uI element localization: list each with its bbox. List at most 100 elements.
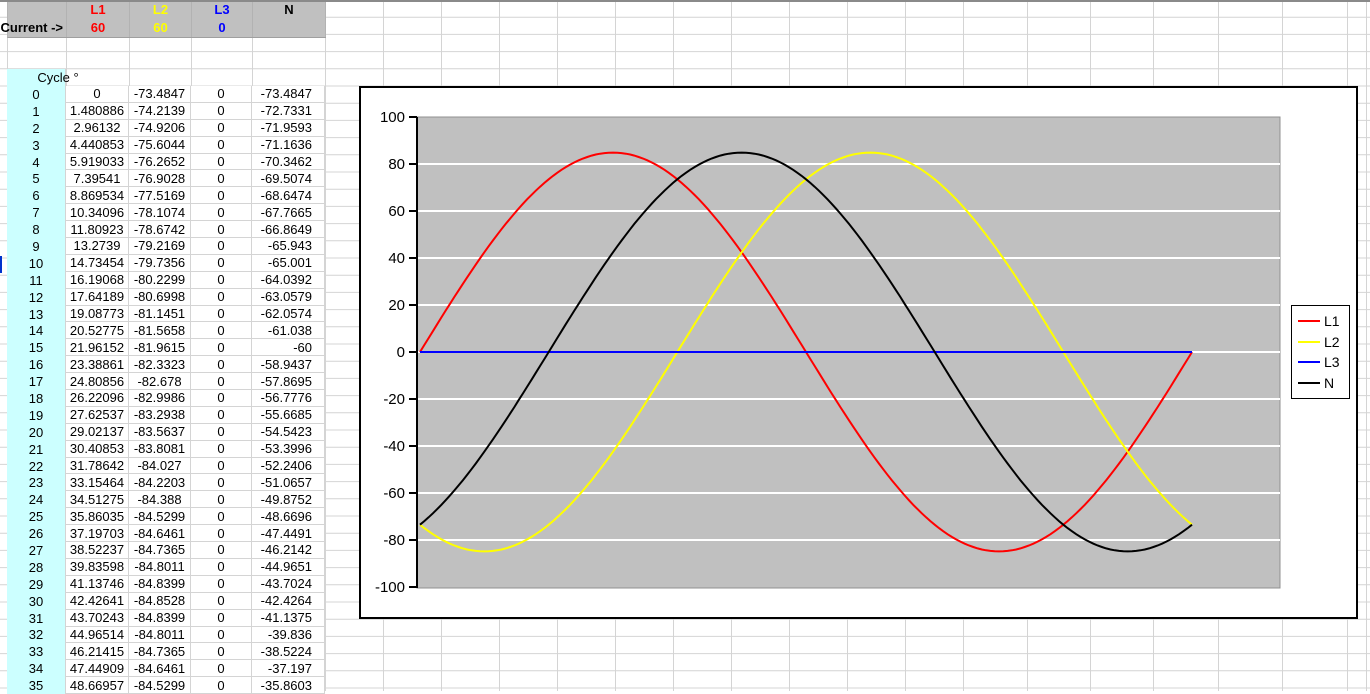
cell-n[interactable]: -63.0579 (252, 288, 325, 306)
cell-l1[interactable]: 8.869534 (66, 187, 129, 205)
cell-n[interactable]: -52.2406 (252, 457, 325, 475)
cell-n[interactable]: -39.836 (252, 626, 325, 644)
cell-n[interactable]: -71.9593 (252, 119, 325, 137)
legend-item-l3[interactable]: L3 (1298, 353, 1349, 371)
cell-l2[interactable]: -76.9028 (129, 170, 191, 188)
cell-cycle[interactable]: 26 (7, 525, 66, 543)
cell-l3[interactable]: 0 (191, 102, 252, 120)
cell-l2[interactable]: -77.5169 (129, 187, 191, 205)
cell-cycle[interactable]: 20 (7, 423, 66, 441)
cell-l3[interactable]: 0 (191, 305, 252, 323)
cell-l1[interactable]: 29.02137 (66, 423, 129, 441)
cell-cycle[interactable]: 18 (7, 390, 66, 407)
cell-l3[interactable]: 0 (191, 86, 252, 103)
cell-l1[interactable]: 24.80856 (66, 373, 129, 391)
cell-cycle[interactable]: 23 (7, 474, 66, 492)
cell-n[interactable]: -66.8649 (252, 221, 325, 239)
cell-cycle[interactable]: 5 (7, 170, 66, 188)
cell-l1[interactable]: 4.440853 (66, 136, 129, 154)
current-l1-value[interactable]: 60 (67, 18, 130, 37)
cell-cycle[interactable]: 32 (7, 626, 66, 644)
cell-l1[interactable]: 39.83598 (66, 558, 129, 576)
chart-legend[interactable]: L1 L2 L3 N (1291, 305, 1350, 399)
cell-l3[interactable]: 0 (191, 254, 252, 272)
cell-cycle[interactable]: 10 (7, 254, 66, 272)
cell-cycle[interactable]: 6 (7, 187, 66, 205)
cell-l2[interactable]: -79.7356 (129, 254, 191, 272)
cell-l1[interactable]: 47.44909 (66, 660, 129, 678)
cell-l1[interactable]: 48.66957 (66, 677, 129, 694)
cell-n[interactable]: -48.6696 (252, 508, 325, 526)
cell-l2[interactable]: -83.5637 (129, 423, 191, 441)
cell-l2[interactable]: -80.6998 (129, 288, 191, 306)
cell-cycle[interactable]: 14 (7, 322, 66, 340)
cell-cycle[interactable]: 7 (7, 204, 66, 222)
cell-l2[interactable]: -84.7365 (129, 542, 191, 559)
cell-l1[interactable]: 13.2739 (66, 238, 129, 255)
cell-cycle[interactable]: 22 (7, 457, 66, 475)
cell-l1[interactable]: 10.34096 (66, 204, 129, 222)
cell-n[interactable]: -49.8752 (252, 491, 325, 509)
waveform-chart[interactable]: 100 80 60 40 20 0 -20 -40 -60 -80 -100 L1 L2 L3 N (359, 86, 1358, 619)
cell-l1[interactable]: 30.40853 (66, 440, 129, 458)
current-l2-value[interactable]: 60 (130, 18, 192, 37)
cell-l2[interactable]: -82.678 (129, 373, 191, 391)
cell-l2[interactable]: -84.2203 (129, 474, 191, 492)
cell-l2[interactable]: -84.8011 (129, 626, 191, 644)
cell-l3[interactable]: 0 (191, 440, 252, 458)
cell-l3[interactable]: 0 (191, 457, 252, 475)
cell-cycle[interactable]: 2 (7, 119, 66, 137)
cell-l2[interactable]: -76.2652 (129, 153, 191, 171)
cell-n[interactable]: -71.1636 (252, 136, 325, 154)
cell-l1[interactable]: 19.08773 (66, 305, 129, 323)
cell-cycle[interactable]: 9 (7, 238, 66, 255)
cell-l3[interactable]: 0 (191, 558, 252, 576)
cell-n[interactable]: -43.7024 (252, 575, 325, 593)
cell-l1[interactable]: 5.919033 (66, 153, 129, 171)
cell-n[interactable]: -35.8603 (252, 677, 325, 694)
cell-n[interactable]: -64.0392 (252, 271, 325, 289)
cell-l3[interactable]: 0 (191, 187, 252, 205)
cell-cycle[interactable]: 1 (7, 102, 66, 120)
cell-l3[interactable]: 0 (191, 525, 252, 543)
cell-l3[interactable]: 0 (191, 423, 252, 441)
cell-l2[interactable]: -84.388 (129, 491, 191, 509)
cell-l3[interactable]: 0 (191, 322, 252, 340)
cell-l3[interactable]: 0 (191, 406, 252, 424)
cell-l3[interactable]: 0 (191, 643, 252, 661)
cell-l3[interactable]: 0 (191, 271, 252, 289)
cell-l1[interactable]: 34.51275 (66, 491, 129, 509)
cell-l3[interactable]: 0 (191, 238, 252, 255)
cell-l1[interactable]: 0 (66, 86, 129, 103)
cell-l1[interactable]: 26.22096 (66, 390, 129, 407)
cell-l1[interactable]: 7.39541 (66, 170, 129, 188)
cell-l3[interactable]: 0 (191, 390, 252, 407)
cell-n[interactable]: -62.0574 (252, 305, 325, 323)
cell-n[interactable]: -42.4264 (252, 592, 325, 610)
cell-cycle[interactable]: 8 (7, 221, 66, 239)
cell-n[interactable]: -41.1375 (252, 609, 325, 627)
cell-l1[interactable]: 44.96514 (66, 626, 129, 644)
cell-cycle[interactable]: 24 (7, 491, 66, 509)
cell-cycle[interactable]: 33 (7, 643, 66, 661)
cell-l1[interactable]: 14.73454 (66, 254, 129, 272)
cell-l3[interactable]: 0 (191, 626, 252, 644)
cell-l2[interactable]: -84.5299 (129, 508, 191, 526)
cell-cycle[interactable]: 17 (7, 373, 66, 391)
cell-n[interactable]: -60 (252, 339, 325, 357)
cell-l1[interactable]: 2.96132 (66, 119, 129, 137)
cell-cycle[interactable]: 34 (7, 660, 66, 678)
cell-n[interactable]: -54.5423 (252, 423, 325, 441)
current-n-value[interactable] (253, 18, 326, 37)
cell-cycle[interactable]: 19 (7, 406, 66, 424)
cell-l2[interactable]: -73.4847 (129, 86, 191, 103)
cell-l2[interactable]: -83.8081 (129, 440, 191, 458)
cell-cycle[interactable]: 13 (7, 305, 66, 323)
cell-n[interactable]: -44.9651 (252, 558, 325, 576)
cell-l2[interactable]: -78.6742 (129, 221, 191, 239)
cell-l1[interactable]: 42.42641 (66, 592, 129, 610)
cell-l2[interactable]: -75.6044 (129, 136, 191, 154)
cell-l2[interactable]: -84.5299 (129, 677, 191, 694)
cell-n[interactable]: -58.9437 (252, 356, 325, 374)
cell-l1[interactable]: 31.78642 (66, 457, 129, 475)
